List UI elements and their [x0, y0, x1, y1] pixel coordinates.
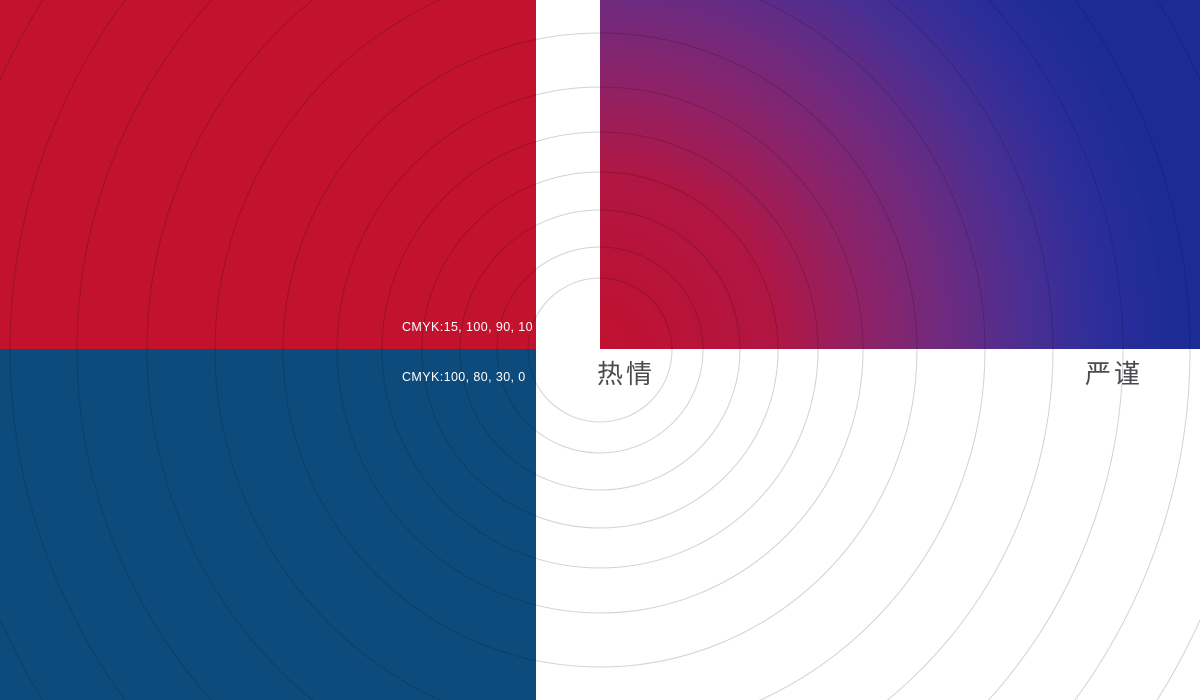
red-color-block	[0, 0, 536, 349]
keyword-passion: 热情	[597, 360, 656, 390]
blue-color-block	[0, 349, 536, 700]
gradient-color-block	[600, 0, 1200, 349]
cmyk-value-red: CMYK:15, 100, 90, 10	[402, 320, 533, 334]
cmyk-value-blue: CMYK:100, 80, 30, 0	[402, 370, 526, 384]
keyword-rigor: 严谨	[1085, 360, 1144, 390]
